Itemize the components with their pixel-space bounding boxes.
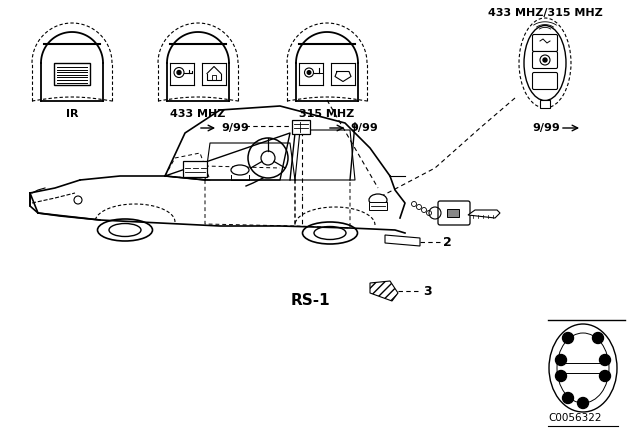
Ellipse shape (303, 222, 358, 244)
Bar (54, 63, 90, 85)
Text: C0056322: C0056322 (548, 413, 602, 423)
Circle shape (543, 58, 547, 62)
Circle shape (563, 392, 573, 404)
Text: 9/99: 9/99 (350, 123, 378, 133)
Polygon shape (370, 281, 398, 301)
Text: 9/99: 9/99 (532, 123, 560, 133)
Bar (540, 100, 550, 108)
FancyBboxPatch shape (532, 52, 557, 69)
Text: RS-1: RS-1 (290, 293, 330, 307)
Circle shape (177, 70, 181, 74)
Ellipse shape (109, 224, 141, 237)
Text: 433 MHZ: 433 MHZ (170, 109, 226, 119)
Bar (292, 120, 310, 134)
Bar (447, 209, 459, 217)
Bar (369, 202, 387, 210)
Text: 9/99: 9/99 (221, 123, 249, 133)
Circle shape (600, 354, 611, 366)
Ellipse shape (314, 227, 346, 240)
FancyBboxPatch shape (532, 34, 557, 52)
Polygon shape (468, 210, 500, 218)
Ellipse shape (369, 194, 387, 206)
Bar (183, 161, 207, 177)
Ellipse shape (519, 18, 571, 108)
Ellipse shape (231, 165, 249, 175)
Text: 2: 2 (443, 236, 452, 249)
Circle shape (307, 71, 311, 74)
Circle shape (556, 370, 566, 382)
Polygon shape (385, 235, 420, 246)
Text: IR: IR (66, 109, 78, 119)
Circle shape (593, 332, 604, 344)
FancyBboxPatch shape (438, 201, 470, 225)
Circle shape (577, 397, 589, 409)
Ellipse shape (524, 26, 566, 100)
Ellipse shape (97, 219, 152, 241)
Circle shape (563, 332, 573, 344)
Circle shape (556, 354, 566, 366)
Circle shape (600, 370, 611, 382)
Text: 433 MHZ/315 MHZ: 433 MHZ/315 MHZ (488, 8, 602, 18)
Ellipse shape (557, 333, 609, 403)
Text: 315 MHZ: 315 MHZ (300, 109, 355, 119)
Text: 3: 3 (423, 284, 431, 297)
Ellipse shape (549, 324, 617, 412)
FancyBboxPatch shape (532, 73, 557, 90)
